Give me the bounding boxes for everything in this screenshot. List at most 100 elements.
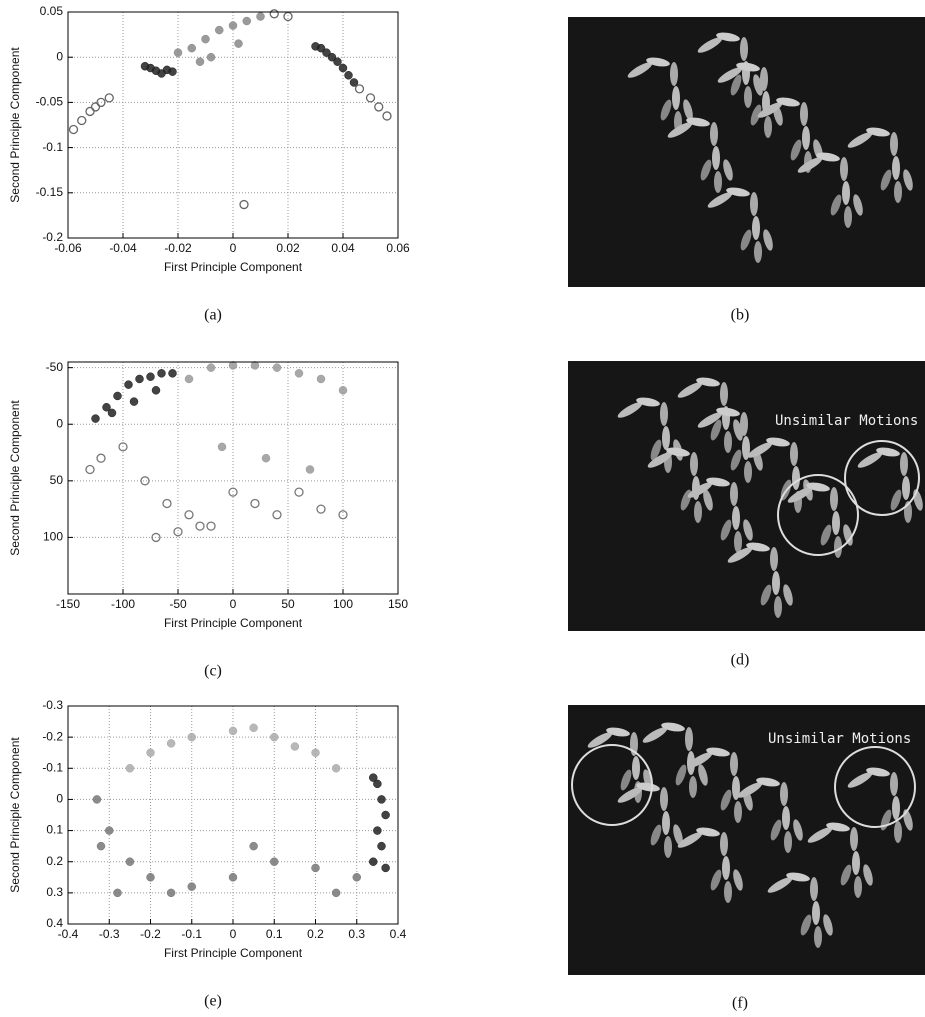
point xyxy=(294,487,304,497)
y-tick-label: -0.15 xyxy=(36,185,64,199)
y-tick-label: -50 xyxy=(46,360,64,374)
point xyxy=(294,369,304,378)
point xyxy=(283,11,293,22)
point xyxy=(272,510,282,520)
y-tick-label: 0.2 xyxy=(46,854,63,868)
point xyxy=(68,124,79,135)
point xyxy=(228,726,238,736)
point xyxy=(151,532,161,543)
point xyxy=(242,16,251,26)
x-tick-label: 0 xyxy=(230,927,237,941)
point xyxy=(250,361,260,370)
y-tick-label: 0 xyxy=(56,792,63,806)
y-tick-label: -0.1 xyxy=(42,140,63,154)
caption: (d) xyxy=(731,652,750,669)
y-tick-label: 0 xyxy=(56,416,63,430)
y-tick-label: -0.1 xyxy=(42,760,63,774)
plot-frame xyxy=(67,705,399,925)
point xyxy=(311,748,320,757)
y-tick-label: 50 xyxy=(50,473,64,487)
point xyxy=(195,57,205,66)
annotation: Unsimilar Motions xyxy=(775,413,918,429)
point xyxy=(146,748,155,757)
y-axis-label: Second Principle Component xyxy=(8,47,22,203)
point xyxy=(373,779,382,789)
point xyxy=(270,732,279,742)
y-tick-label: 100 xyxy=(43,530,63,544)
x-tick-label: 0.4 xyxy=(390,927,407,941)
point xyxy=(187,882,196,891)
point xyxy=(316,504,326,514)
point xyxy=(333,57,342,66)
point xyxy=(272,363,282,372)
x-tick-label: -150 xyxy=(56,597,80,611)
point xyxy=(118,442,128,452)
point xyxy=(85,464,95,475)
point xyxy=(377,795,386,804)
point xyxy=(146,873,155,882)
x-tick-label: 0 xyxy=(230,597,237,611)
point xyxy=(382,111,392,121)
caption: (f) xyxy=(732,995,748,1012)
point xyxy=(206,363,216,372)
x-tick-label: -0.2 xyxy=(140,927,161,941)
x-tick-label: -0.06 xyxy=(54,241,82,255)
point xyxy=(311,863,320,873)
y-tick-label: 0.3 xyxy=(46,885,63,899)
point xyxy=(365,93,376,103)
y-tick-label: -0.2 xyxy=(42,230,63,244)
x-tick-label: 150 xyxy=(388,597,408,611)
x-tick-label: 0.06 xyxy=(386,241,410,255)
x-axis-label: First Principle Component xyxy=(164,946,303,960)
point xyxy=(206,521,216,531)
point xyxy=(249,723,258,733)
point xyxy=(140,476,150,486)
point xyxy=(104,93,114,103)
point xyxy=(377,841,386,851)
image-b xyxy=(568,17,925,287)
point xyxy=(228,21,238,30)
x-axis-label: First Principle Component xyxy=(164,616,303,630)
caption: (a) xyxy=(204,307,222,324)
y-tick-label: 0.4 xyxy=(46,916,63,930)
caption: (b) xyxy=(731,307,750,324)
point xyxy=(228,873,238,882)
point xyxy=(228,487,238,497)
point xyxy=(250,498,260,509)
point xyxy=(96,97,106,108)
image-f xyxy=(568,705,925,975)
point xyxy=(381,810,390,820)
point xyxy=(331,764,341,773)
point xyxy=(92,795,102,804)
point xyxy=(135,374,144,384)
y-tick-label: -0.05 xyxy=(36,95,64,109)
point xyxy=(187,732,196,742)
point xyxy=(96,453,106,463)
point xyxy=(305,465,315,474)
point xyxy=(184,510,194,520)
point xyxy=(234,39,243,48)
y-tick-label: -0.2 xyxy=(42,729,63,743)
plot-area xyxy=(68,362,398,594)
point xyxy=(201,34,210,44)
point xyxy=(187,43,196,53)
point xyxy=(270,857,279,866)
x-tick-label: 0.02 xyxy=(276,241,300,255)
point xyxy=(338,510,348,520)
point xyxy=(96,841,106,851)
point xyxy=(107,408,117,418)
point xyxy=(173,48,183,57)
point xyxy=(316,43,326,53)
point xyxy=(327,52,337,62)
point xyxy=(373,826,382,835)
point xyxy=(206,52,216,62)
point xyxy=(239,199,249,210)
point xyxy=(354,84,365,94)
x-tick-label: -50 xyxy=(169,597,187,611)
point xyxy=(166,739,176,748)
x-tick-label: -100 xyxy=(111,597,135,611)
point xyxy=(168,67,177,76)
x-tick-label: 0.2 xyxy=(307,927,324,941)
point xyxy=(369,857,378,866)
point xyxy=(125,857,135,866)
